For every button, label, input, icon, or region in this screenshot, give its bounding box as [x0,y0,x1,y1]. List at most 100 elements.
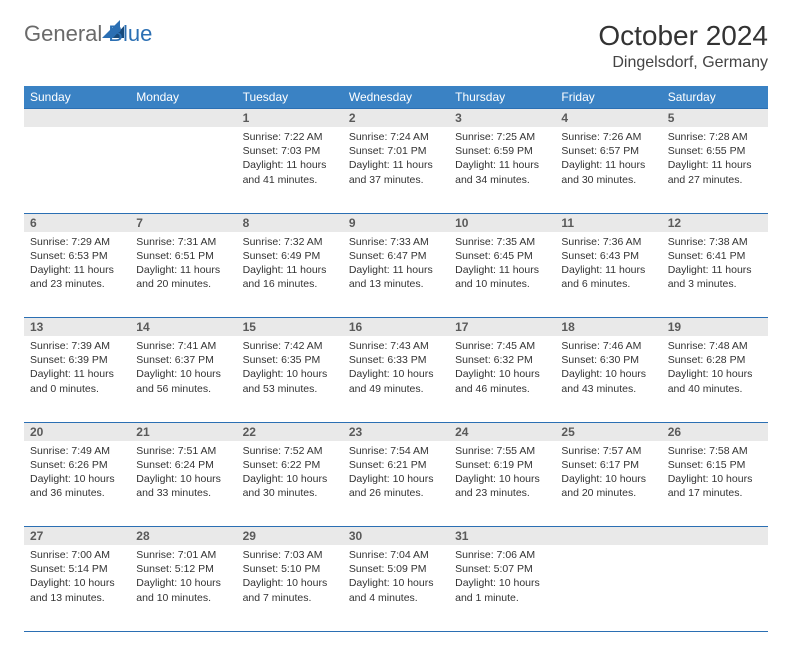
sunrise-text: Sunrise: 7:04 AM [349,548,443,562]
day-header: Sunday [24,86,130,109]
day-number: 29 [237,527,343,546]
day-number [662,527,768,546]
sunrise-text: Sunrise: 7:36 AM [561,235,655,249]
sunset-text: Sunset: 5:12 PM [136,562,230,576]
day-cell: Sunrise: 7:32 AMSunset: 6:49 PMDaylight:… [237,232,343,318]
day-detail: Sunrise: 7:33 AMSunset: 6:47 PMDaylight:… [343,232,449,298]
day-number: 23 [343,422,449,441]
day-header: Tuesday [237,86,343,109]
daylight1-text: Daylight: 10 hours [136,576,230,590]
day-number: 11 [555,213,661,232]
day-number: 25 [555,422,661,441]
daylight1-text: Daylight: 10 hours [349,367,443,381]
day-content-row: Sunrise: 7:00 AMSunset: 5:14 PMDaylight:… [24,545,768,631]
calendar-table: Sunday Monday Tuesday Wednesday Thursday… [24,86,768,632]
daylight2-text: and 40 minutes. [668,382,762,396]
day-detail: Sunrise: 7:28 AMSunset: 6:55 PMDaylight:… [662,127,768,193]
sunrise-text: Sunrise: 7:22 AM [243,130,337,144]
day-detail: Sunrise: 7:54 AMSunset: 6:21 PMDaylight:… [343,441,449,507]
daylight1-text: Daylight: 11 hours [243,158,337,172]
day-number: 21 [130,422,236,441]
day-cell [555,545,661,631]
day-detail: Sunrise: 7:01 AMSunset: 5:12 PMDaylight:… [130,545,236,611]
day-detail: Sunrise: 7:57 AMSunset: 6:17 PMDaylight:… [555,441,661,507]
sunset-text: Sunset: 6:21 PM [349,458,443,472]
day-number: 2 [343,109,449,128]
day-detail: Sunrise: 7:58 AMSunset: 6:15 PMDaylight:… [662,441,768,507]
day-number: 18 [555,318,661,337]
daylight1-text: Daylight: 10 hours [455,367,549,381]
day-cell: Sunrise: 7:28 AMSunset: 6:55 PMDaylight:… [662,127,768,213]
day-cell: Sunrise: 7:49 AMSunset: 6:26 PMDaylight:… [24,441,130,527]
day-cell: Sunrise: 7:03 AMSunset: 5:10 PMDaylight:… [237,545,343,631]
day-cell: Sunrise: 7:43 AMSunset: 6:33 PMDaylight:… [343,336,449,422]
daylight2-text: and 17 minutes. [668,486,762,500]
sunrise-text: Sunrise: 7:06 AM [455,548,549,562]
sunset-text: Sunset: 6:53 PM [30,249,124,263]
title-block: October 2024 Dingelsdorf, Germany [598,20,768,72]
daylight2-text: and 36 minutes. [30,486,124,500]
day-number: 9 [343,213,449,232]
day-detail: Sunrise: 7:06 AMSunset: 5:07 PMDaylight:… [449,545,555,611]
day-number: 24 [449,422,555,441]
day-detail: Sunrise: 7:41 AMSunset: 6:37 PMDaylight:… [130,336,236,402]
day-detail: Sunrise: 7:49 AMSunset: 6:26 PMDaylight:… [24,441,130,507]
sunrise-text: Sunrise: 7:55 AM [455,444,549,458]
sunrise-text: Sunrise: 7:38 AM [668,235,762,249]
day-detail: Sunrise: 7:00 AMSunset: 5:14 PMDaylight:… [24,545,130,611]
day-number: 10 [449,213,555,232]
daylight1-text: Daylight: 10 hours [668,472,762,486]
day-number: 13 [24,318,130,337]
day-cell: Sunrise: 7:04 AMSunset: 5:09 PMDaylight:… [343,545,449,631]
day-cell: Sunrise: 7:58 AMSunset: 6:15 PMDaylight:… [662,441,768,527]
day-number: 17 [449,318,555,337]
sunrise-text: Sunrise: 7:58 AM [668,444,762,458]
daylight1-text: Daylight: 11 hours [30,263,124,277]
daylight1-text: Daylight: 11 hours [668,158,762,172]
daylight1-text: Daylight: 11 hours [561,263,655,277]
day-number-row: 20212223242526 [24,422,768,441]
sunrise-text: Sunrise: 7:33 AM [349,235,443,249]
day-detail: Sunrise: 7:45 AMSunset: 6:32 PMDaylight:… [449,336,555,402]
day-number: 30 [343,527,449,546]
day-header-row: Sunday Monday Tuesday Wednesday Thursday… [24,86,768,109]
sunset-text: Sunset: 5:14 PM [30,562,124,576]
day-header: Monday [130,86,236,109]
day-detail: Sunrise: 7:26 AMSunset: 6:57 PMDaylight:… [555,127,661,193]
day-number-row: 13141516171819 [24,318,768,337]
sunrise-text: Sunrise: 7:32 AM [243,235,337,249]
sunrise-text: Sunrise: 7:25 AM [455,130,549,144]
sunset-text: Sunset: 6:17 PM [561,458,655,472]
day-number [24,109,130,128]
day-number: 28 [130,527,236,546]
day-cell: Sunrise: 7:36 AMSunset: 6:43 PMDaylight:… [555,232,661,318]
day-cell: Sunrise: 7:45 AMSunset: 6:32 PMDaylight:… [449,336,555,422]
daylight1-text: Daylight: 10 hours [668,367,762,381]
day-content-row: Sunrise: 7:22 AMSunset: 7:03 PMDaylight:… [24,127,768,213]
sunrise-text: Sunrise: 7:28 AM [668,130,762,144]
daylight1-text: Daylight: 11 hours [30,367,124,381]
sunrise-text: Sunrise: 7:26 AM [561,130,655,144]
day-number: 4 [555,109,661,128]
day-cell: Sunrise: 7:41 AMSunset: 6:37 PMDaylight:… [130,336,236,422]
day-cell: Sunrise: 7:06 AMSunset: 5:07 PMDaylight:… [449,545,555,631]
daylight2-text: and 43 minutes. [561,382,655,396]
day-detail: Sunrise: 7:55 AMSunset: 6:19 PMDaylight:… [449,441,555,507]
page-header: General Blue October 2024 Dingelsdorf, G… [24,20,768,72]
day-cell: Sunrise: 7:22 AMSunset: 7:03 PMDaylight:… [237,127,343,213]
day-content-row: Sunrise: 7:39 AMSunset: 6:39 PMDaylight:… [24,336,768,422]
day-detail: Sunrise: 7:48 AMSunset: 6:28 PMDaylight:… [662,336,768,402]
sunset-text: Sunset: 6:59 PM [455,144,549,158]
day-number: 20 [24,422,130,441]
day-content-row: Sunrise: 7:29 AMSunset: 6:53 PMDaylight:… [24,232,768,318]
daylight2-text: and 20 minutes. [136,277,230,291]
day-cell: Sunrise: 7:39 AMSunset: 6:39 PMDaylight:… [24,336,130,422]
day-detail: Sunrise: 7:29 AMSunset: 6:53 PMDaylight:… [24,232,130,298]
sunrise-text: Sunrise: 7:49 AM [30,444,124,458]
daylight2-text: and 27 minutes. [668,173,762,187]
daylight1-text: Daylight: 10 hours [349,576,443,590]
day-cell: Sunrise: 7:35 AMSunset: 6:45 PMDaylight:… [449,232,555,318]
sunset-text: Sunset: 6:41 PM [668,249,762,263]
calendar-page: General Blue October 2024 Dingelsdorf, G… [0,0,792,652]
sunset-text: Sunset: 5:09 PM [349,562,443,576]
